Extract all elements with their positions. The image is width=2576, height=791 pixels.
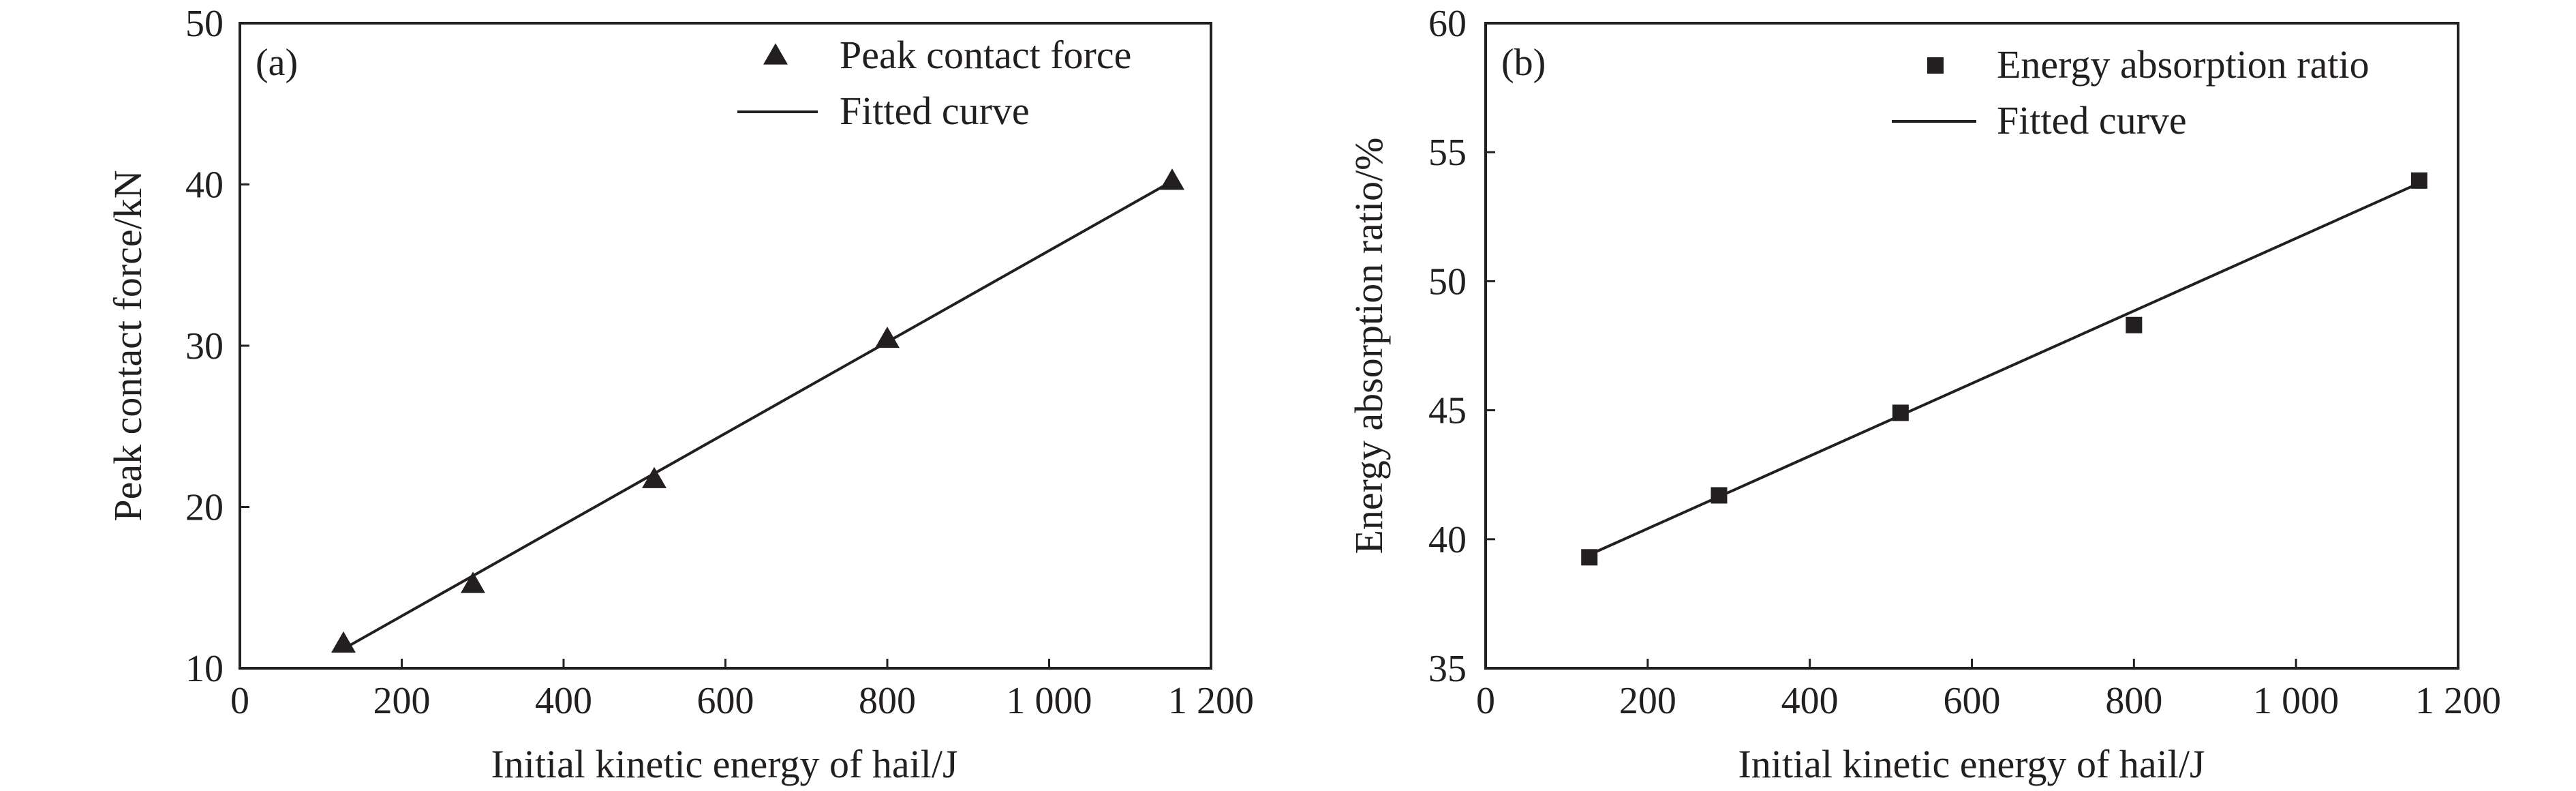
x-tick-label: 1 200 (1168, 680, 1254, 722)
y-tick-label: 45 (1428, 390, 1467, 432)
y-tick-label: 50 (1428, 260, 1467, 303)
x-axis-title: Initial kinetic energy of hail/J (491, 742, 957, 786)
legend-label: Energy absorption ratio (1997, 42, 2370, 87)
data-point-square (2126, 316, 2143, 333)
x-tick-label: 0 (230, 680, 249, 722)
y-tick-label: 55 (1428, 132, 1467, 174)
x-tick-label: 600 (1944, 680, 2001, 722)
plot-frame (1484, 22, 2459, 670)
y-tick-label: 10 (185, 648, 224, 690)
y-tick-label: 30 (185, 325, 224, 368)
fitted-curve-line (343, 180, 1173, 651)
x-tick-label: 1 200 (2415, 680, 2501, 722)
panel-label: (a) (256, 42, 298, 84)
x-tick-label: 600 (697, 680, 754, 722)
data-point-triangle (461, 571, 485, 593)
x-tick-label: 1 000 (2253, 680, 2339, 722)
legend-square-swatch (1927, 57, 1944, 74)
y-tick-label: 40 (1428, 519, 1467, 561)
x-axis-title: Initial kinetic energy of hail/J (1738, 742, 2205, 786)
y-axis-title: Energy absorption ratio/% (1347, 137, 1391, 554)
plot-frame (239, 22, 1212, 670)
legend-label: Peak contact force (840, 33, 1131, 77)
y-tick-label: 40 (185, 164, 224, 207)
panel-label: (b) (1501, 42, 1546, 84)
chart-panel-a: 0 200 400 600 800 1 000 1 200 10 20 30 40 50 Initial… (106, 3, 1254, 786)
legend: Peak contact force Fitted curve (737, 33, 1131, 133)
y-axis-title: Peak contact force/kN (106, 170, 150, 521)
data-point-triangle (331, 631, 356, 653)
x-tick-label: 400 (535, 680, 592, 722)
data-point-triangle (642, 466, 666, 488)
x-tick-label: 200 (1619, 680, 1676, 722)
x-tick-label: 800 (859, 680, 916, 722)
x-tick-label: 400 (1781, 680, 1839, 722)
data-point-triangle (875, 326, 900, 348)
y-tick-label: 35 (1428, 648, 1467, 690)
fitted-curve-line (1589, 181, 2420, 556)
x-tick-label: 0 (1476, 680, 1495, 722)
y-tick-label: 20 (185, 487, 224, 529)
x-tick-label: 1 000 (1007, 680, 1092, 722)
legend: Energy absorption ratio Fitted curve (1892, 42, 2370, 143)
legend-label: Fitted curve (1997, 98, 2187, 143)
y-tick-label: 50 (185, 3, 224, 45)
y-tick-label: 60 (1428, 3, 1467, 45)
legend-label: Fitted curve (840, 89, 1030, 133)
x-tick-label: 800 (2105, 680, 2162, 722)
x-tick-label: 200 (373, 680, 431, 722)
legend-triangle-swatch (763, 43, 788, 65)
chart-panel-b: 0 200 400 600 800 1 000 1 200 35 40 45 50 55 60 Initi… (1347, 3, 2501, 786)
